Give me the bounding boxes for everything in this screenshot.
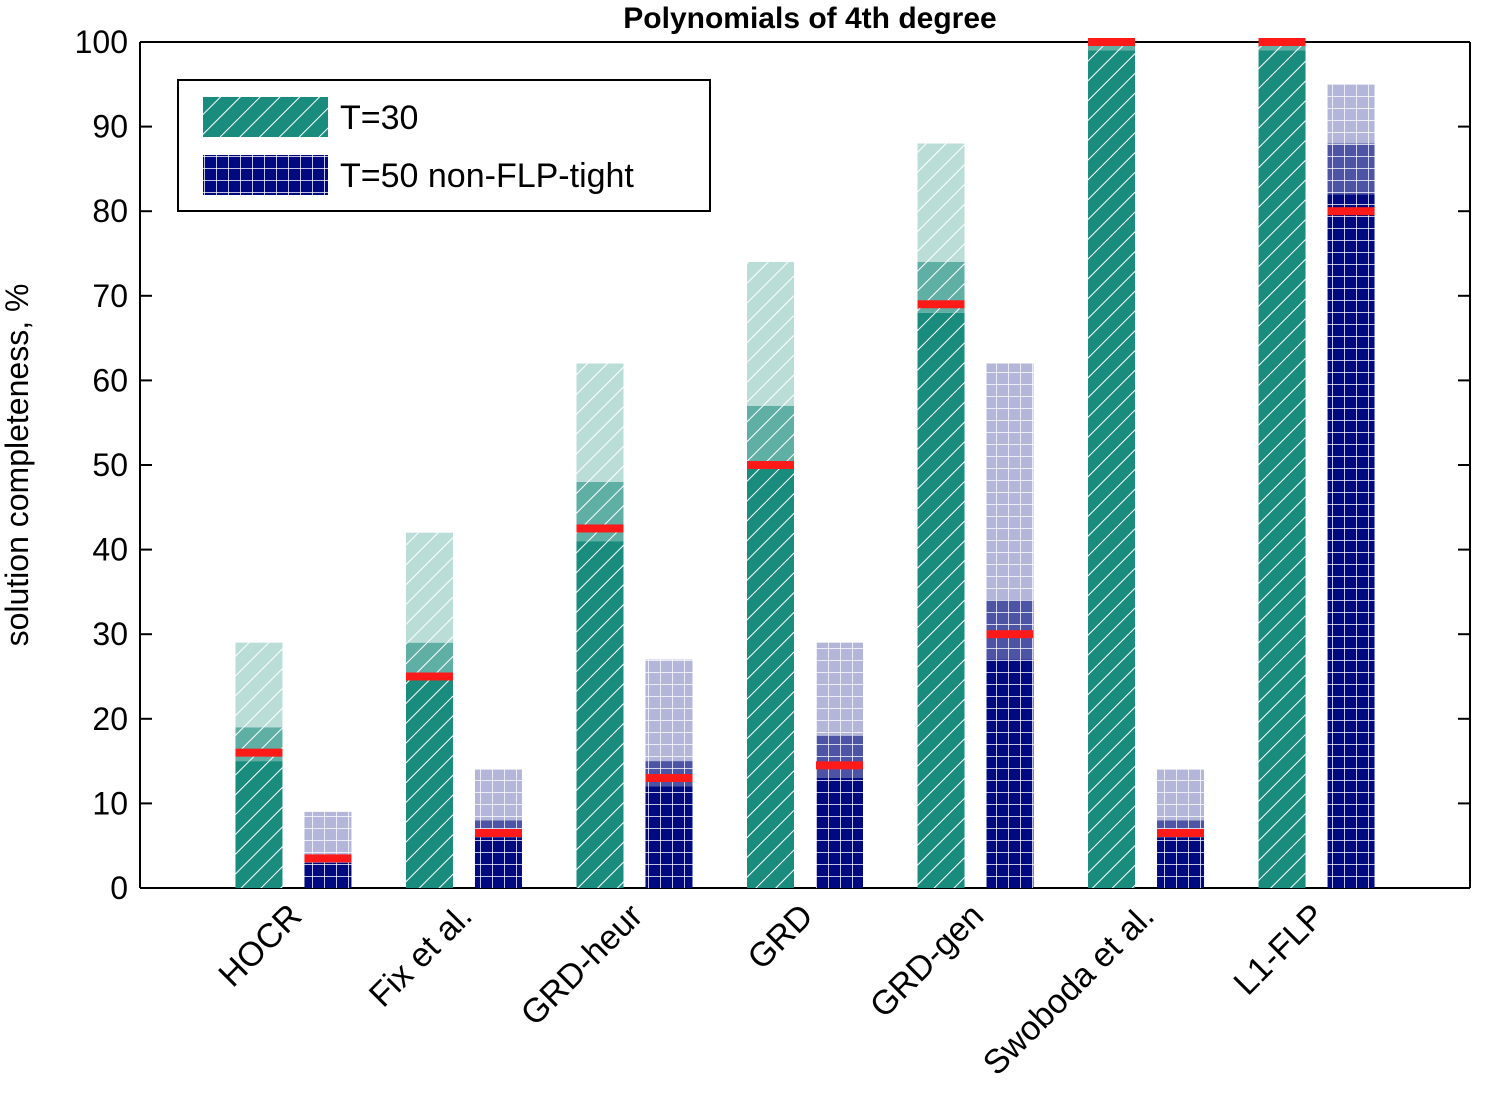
legend-swatch-pattern	[203, 97, 328, 137]
bar-solid-pattern	[645, 786, 693, 888]
bar-solid-pattern	[304, 862, 352, 888]
bar-mid-pattern	[1088, 42, 1136, 51]
bar-top-pattern	[576, 363, 624, 482]
bar-top-pattern	[816, 642, 863, 736]
bar-mid-pattern	[816, 735, 863, 779]
bar-mid-pattern	[1258, 42, 1306, 51]
bar-solid-pattern	[235, 761, 283, 888]
bar-top-pattern	[235, 642, 283, 728]
y-tick-label: 80	[92, 193, 128, 229]
bar-solid-pattern	[986, 659, 1034, 888]
legend-label: T=50 non-FLP-tight	[340, 157, 634, 195]
bar-top-pattern	[1327, 84, 1375, 144]
mean-marker	[645, 774, 693, 783]
y-tick-label: 0	[110, 870, 128, 906]
bar-solid-pattern	[474, 837, 522, 888]
x-tick-label: Swoboda et al.	[976, 897, 1162, 1083]
bar-top-pattern	[474, 769, 522, 821]
bar-mid-pattern	[986, 600, 1034, 660]
y-tick-label: 90	[92, 109, 128, 145]
x-tick-label: HOCR	[211, 897, 309, 995]
bar-solid-pattern	[1258, 50, 1306, 888]
mean-marker	[816, 761, 863, 770]
bar-solid-pattern	[747, 465, 794, 888]
mean-marker	[474, 829, 522, 838]
bar-solid-pattern	[816, 778, 863, 888]
legend-swatch-pattern	[203, 155, 328, 195]
bar-solid-pattern	[1157, 837, 1205, 888]
mean-marker	[1157, 829, 1205, 838]
y-axis-label: solution completeness, %	[0, 284, 35, 647]
bar-mid-pattern	[405, 642, 453, 677]
bar-top-pattern	[304, 811, 352, 863]
x-tick-label: Fix et al.	[362, 897, 480, 1015]
bar-solid-pattern	[405, 676, 453, 888]
mean-marker	[405, 672, 453, 681]
mean-marker	[917, 300, 965, 309]
mean-marker	[1327, 207, 1375, 216]
bar-solid-pattern	[1088, 50, 1136, 888]
legend-label: T=30	[340, 99, 418, 137]
bar-mid-pattern	[1327, 143, 1375, 195]
x-tick-label: GRD-heur	[514, 897, 650, 1033]
bar-top-pattern	[986, 363, 1034, 601]
bar-solid-pattern	[917, 312, 965, 889]
chart-title: Polynomials of 4th degree	[623, 2, 996, 35]
mean-marker	[986, 630, 1034, 639]
x-tick-label: GRD	[740, 897, 820, 977]
bar-top-pattern	[747, 261, 794, 406]
y-tick-label: 30	[92, 616, 128, 652]
y-tick-label: 60	[92, 362, 128, 398]
bar-top-pattern	[405, 532, 453, 643]
x-tick-label: L1-FLP	[1226, 897, 1332, 1003]
bar-top-pattern	[645, 659, 693, 762]
mean-marker	[235, 748, 283, 757]
mean-marker	[1088, 38, 1136, 46]
y-tick-label: 50	[92, 447, 128, 483]
y-tick-label: 40	[92, 532, 128, 568]
y-tick-label: 70	[92, 278, 128, 314]
bar-solid-pattern	[1327, 194, 1375, 888]
legend: T=30 T=50 non-FLP-tight	[177, 79, 711, 212]
y-tick-label: 20	[92, 701, 128, 737]
mean-marker	[747, 461, 794, 469]
bar-top-pattern	[1157, 769, 1205, 821]
bar-mid-pattern	[747, 405, 794, 465]
bar-mid-pattern	[645, 761, 693, 787]
y-tick-label: 100	[75, 24, 128, 60]
x-tick-label: GRD-gen	[863, 897, 991, 1025]
mean-marker	[576, 524, 624, 533]
bar-solid-pattern	[576, 541, 624, 888]
mean-marker	[1258, 38, 1306, 46]
bar-top-pattern	[917, 143, 965, 262]
mean-marker	[304, 854, 352, 863]
y-tick-label: 10	[92, 785, 128, 821]
